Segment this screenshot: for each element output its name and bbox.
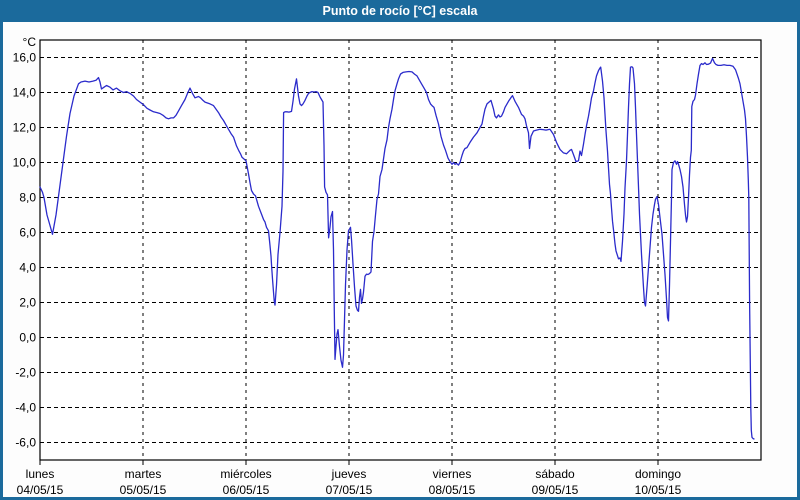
- y-axis-tick-label: 14,0: [13, 86, 37, 100]
- y-axis-tick-label: 16,0: [13, 51, 37, 65]
- y-axis-tick-label: -6,0: [15, 436, 36, 450]
- y-axis-tick-label: 10,0: [13, 156, 37, 170]
- window-title: Punto de rocío [°C] escala: [322, 4, 478, 18]
- x-axis-date-label: 05/05/15: [120, 483, 167, 497]
- y-axis-tick-label: 12,0: [13, 121, 37, 135]
- plot-area-background: [40, 40, 761, 460]
- x-axis-day-label: domingo: [635, 467, 681, 481]
- x-axis-day-label: miércoles: [220, 467, 271, 481]
- x-axis-date-label: 08/05/15: [429, 483, 476, 497]
- x-axis-day-label: jueves: [331, 467, 367, 481]
- x-axis-date-label: 07/05/15: [326, 483, 373, 497]
- x-axis-day-label: lunes: [26, 467, 55, 481]
- y-axis-tick-label: -4,0: [15, 401, 36, 415]
- y-axis-tick-label: 2,0: [19, 296, 36, 310]
- y-axis-tick-label: 4,0: [19, 261, 36, 275]
- y-axis-tick-label: 8,0: [19, 191, 36, 205]
- y-axis-tick-label: 6,0: [19, 226, 36, 240]
- x-axis-day-label: viernes: [433, 467, 472, 481]
- y-axis-unit-label: °C: [23, 35, 37, 49]
- window-titlebar[interactable]: Punto de rocío [°C] escala: [0, 0, 800, 22]
- chart-content-area: 16,0 14,0 12,0 10,0 8,0 6,0 4,0 2,0 0,0 -2,0 -4,0 -…: [3, 22, 797, 497]
- x-axis-date-label: 04/05/15: [17, 483, 64, 497]
- x-axis-date-label: 10/05/15: [635, 483, 682, 497]
- x-axis-day-label: sábado: [535, 467, 575, 481]
- y-axis-tick-label: 0,0: [19, 331, 36, 345]
- dewpoint-series-line: [39, 57, 755, 440]
- x-axis-date-label: 09/05/15: [532, 483, 579, 497]
- y-axis-tick-label: -2,0: [15, 366, 36, 380]
- x-axis-day-label: martes: [125, 467, 162, 481]
- x-axis-date-label: 06/05/15: [223, 483, 270, 497]
- plot-border: [39, 39, 762, 461]
